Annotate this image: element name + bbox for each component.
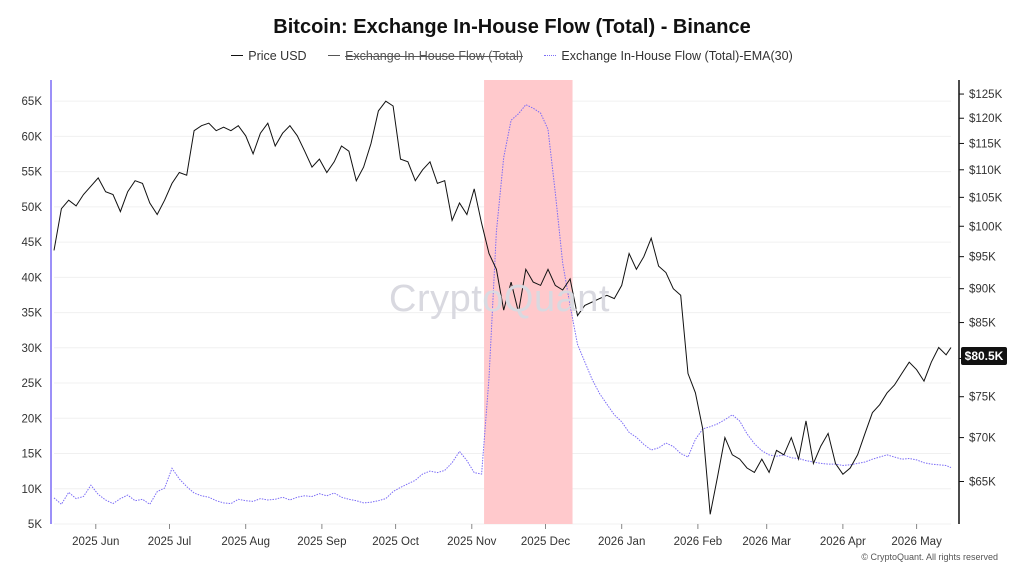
- x-tick-label: 2026 May: [891, 536, 942, 548]
- left-axis-ticks: 5K 10K 15K 20K 25K 30K 35K 40K 45K 50K 55K 60K 65K: [22, 96, 43, 531]
- x-tick-label: 2026 Feb: [674, 536, 723, 548]
- x-tick-label: 2025 Oct: [372, 536, 419, 548]
- latest-price-tag: $80.5K: [961, 347, 1007, 365]
- watermark: CryptoQuant: [389, 278, 610, 320]
- right-tick-label: $65K: [969, 476, 996, 488]
- right-tick-label: $120K: [969, 113, 1003, 125]
- x-tick-label: 2025 Aug: [221, 536, 270, 548]
- right-tick-label: $75K: [969, 392, 996, 404]
- right-tick-label: $70K: [969, 433, 996, 445]
- left-tick-label: 10K: [22, 484, 43, 496]
- right-tick-label: $125K: [969, 89, 1003, 101]
- x-tick-label: 2026 Jan: [598, 536, 645, 548]
- left-tick-label: 20K: [22, 413, 43, 425]
- right-axis-ticks: $65K$70K$75K$80K$85K$90K$95K$100K$105K$1…: [959, 89, 1003, 488]
- left-tick-label: 65K: [22, 96, 43, 108]
- latest-price-tag-label: $80.5K: [965, 349, 1004, 363]
- left-tick-label: 55K: [22, 167, 43, 179]
- chart-title: Bitcoin: Exchange In-House Flow (Total) …: [273, 16, 751, 38]
- x-tick-label: 2025 Nov: [447, 536, 496, 548]
- right-tick-label: $115K: [969, 138, 1002, 150]
- left-tick-label: 50K: [22, 202, 43, 214]
- left-tick-label: 25K: [22, 378, 43, 390]
- x-tick-label: 2026 Mar: [742, 536, 791, 548]
- latest-price-tag-bg: [961, 347, 1007, 365]
- legend-item-ema30[interactable]: Exchange In-House Flow (Total)-EMA(30): [544, 49, 793, 63]
- x-tick-label: 2025 Jun: [72, 536, 119, 548]
- x-axis-ticks: 2025 Jun 2025 Jul 2025 Aug 2025 Sep 2025 Oct…: [72, 524, 942, 548]
- legend-swatch-flow: [328, 55, 341, 57]
- legend-swatch-ema: [544, 55, 557, 57]
- x-tick-label: 2025 Dec: [521, 536, 570, 548]
- x-tick-label: 2025 Sep: [297, 536, 346, 548]
- left-tick-label: 30K: [22, 343, 43, 355]
- copyright: © CryptoQuant. All rights reserved: [861, 552, 998, 562]
- legend-item-in-house-flow[interactable]: Exchange In-House Flow (Total): [328, 49, 523, 63]
- left-tick-label: 5K: [28, 519, 42, 531]
- left-tick-label: 40K: [22, 272, 43, 284]
- left-tick-label: 15K: [22, 449, 43, 461]
- legend-label: Price USD: [248, 49, 307, 63]
- x-tick-label: 2025 Jul: [148, 536, 191, 548]
- right-tick-label: $110K: [969, 165, 1002, 177]
- series-line-price-usd: [53, 100, 952, 515]
- left-tick-label: 35K: [22, 308, 43, 320]
- legend: Price USD Exchange In-House Flow (Total)…: [0, 49, 1024, 63]
- legend-item-price-usd[interactable]: Price USD: [231, 49, 307, 63]
- series-line-ema30: [53, 104, 952, 506]
- legend-label: Exchange In-House Flow (Total)-EMA(30): [561, 49, 793, 63]
- highlight-band: [484, 80, 573, 524]
- left-tick-label: 60K: [22, 131, 43, 143]
- right-tick-label: $95K: [969, 252, 996, 264]
- right-tick-label: $105K: [969, 192, 1003, 204]
- x-tick-label: 2026 Apr: [820, 536, 866, 548]
- legend-label: Exchange In-House Flow (Total): [345, 49, 523, 63]
- right-tick-label: $90K: [969, 284, 996, 296]
- left-tick-label: 45K: [22, 237, 43, 249]
- right-tick-label: $85K: [969, 318, 996, 330]
- legend-swatch-price: [231, 55, 244, 57]
- right-tick-label: $100K: [969, 221, 1003, 233]
